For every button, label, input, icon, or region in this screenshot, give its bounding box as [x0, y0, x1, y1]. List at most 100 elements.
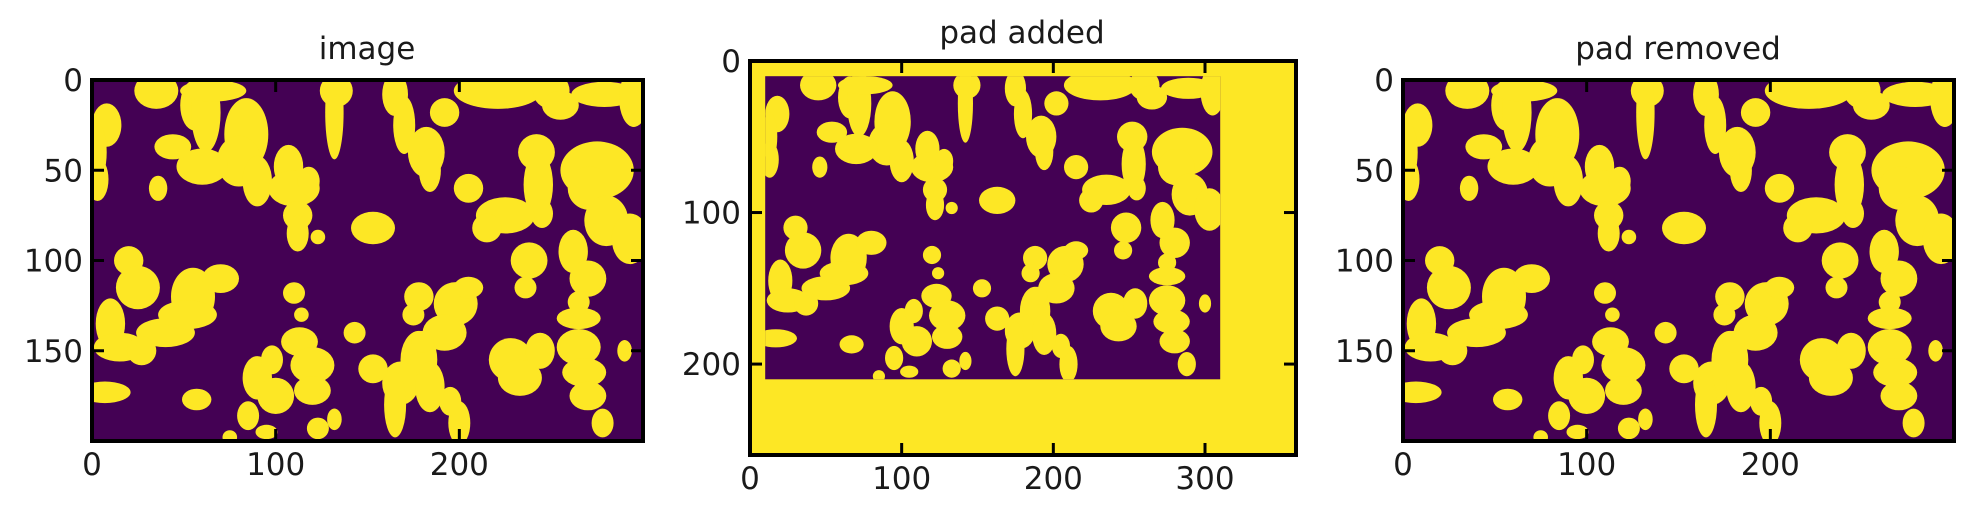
- heatmap-blob: [290, 347, 335, 384]
- y-tick-label: 0: [63, 63, 83, 99]
- panel-image: image: [90, 31, 645, 443]
- heatmap-blob: [816, 121, 848, 143]
- heatmap-blob: [1110, 212, 1142, 243]
- heatmap-blob: [1426, 265, 1471, 310]
- heatmap-blob: [901, 326, 932, 357]
- heatmap-blob: [1825, 276, 1848, 299]
- heatmap-area: [1403, 80, 1954, 441]
- heatmap-blob: [985, 306, 1010, 331]
- heatmap-blob: [1928, 340, 1943, 362]
- heatmap-blobs: [765, 76, 1221, 380]
- heatmap-blob: [1662, 211, 1706, 245]
- heatmap-blob: [1487, 148, 1539, 185]
- heatmap-blob: [1469, 300, 1528, 330]
- heatmap-blob: [294, 307, 309, 322]
- heatmap-blob: [1704, 96, 1727, 154]
- x-tick-label: 0: [740, 461, 760, 497]
- y-tick-label: 200: [682, 347, 741, 383]
- heatmap-blob: [1013, 89, 1033, 139]
- heatmap-blob: [812, 156, 828, 178]
- heatmap-blob: [1729, 148, 1752, 192]
- heatmap-blob: [1023, 245, 1048, 271]
- heatmap-blob: [257, 377, 295, 414]
- heatmap-blob: [1159, 227, 1190, 258]
- heatmap-blob: [922, 245, 942, 265]
- heatmap-blob: [439, 386, 462, 416]
- heatmap-blob: [415, 361, 445, 413]
- heatmap-blob: [904, 298, 923, 324]
- heatmap-blob: [1200, 76, 1221, 116]
- heatmap-blob: [1100, 311, 1137, 342]
- heatmap-blob: [1079, 188, 1104, 213]
- heatmap-blob: [932, 267, 945, 280]
- heatmap-blob: [1572, 345, 1594, 375]
- heatmap-blob: [180, 80, 247, 102]
- heatmap-blob: [525, 332, 555, 369]
- panel-pad-added: pad added: [748, 15, 1298, 457]
- heatmap-blob: [1669, 354, 1699, 384]
- heatmap-blob: [1148, 285, 1186, 316]
- heatmap-blob: [1867, 307, 1912, 330]
- heatmap-blob: [222, 430, 238, 441]
- heatmap-blob: [1021, 264, 1040, 283]
- heatmap-blob: [134, 80, 179, 109]
- panel-title: image: [319, 31, 416, 67]
- heatmap-blob: [567, 291, 590, 313]
- heatmap-blob: [283, 282, 305, 304]
- heatmap-blob: [358, 354, 388, 384]
- heatmap-blob: [1621, 229, 1637, 245]
- x-tick-label: 0: [1393, 447, 1413, 483]
- heatmap-area: [92, 80, 643, 441]
- heatmap-blob: [1638, 408, 1653, 431]
- heatmap-blob: [1114, 241, 1133, 260]
- heatmap-blob: [1750, 386, 1773, 416]
- heatmap-blob: [1459, 175, 1479, 201]
- heatmap-area: [750, 61, 1296, 455]
- heatmap-blob: [1153, 309, 1190, 334]
- heatmap-blob: [1198, 294, 1212, 313]
- heatmap-blob: [531, 199, 553, 229]
- heatmap-blob: [1491, 80, 1558, 102]
- heatmap-blob: [514, 276, 537, 299]
- heatmap-blob: [297, 166, 320, 196]
- heatmap-blob: [453, 80, 542, 109]
- heatmap-blob: [92, 381, 131, 404]
- heatmap-blob: [306, 417, 329, 440]
- heatmap-blob: [872, 370, 885, 380]
- heatmap-blob: [404, 282, 434, 311]
- heatmap-blob: [1880, 260, 1918, 297]
- heatmap-blob: [569, 381, 607, 411]
- heatmap-blob: [611, 213, 643, 265]
- heatmap-blob: [1006, 321, 1025, 377]
- heatmap-blob: [1148, 267, 1186, 286]
- heatmap-blob: [453, 173, 484, 203]
- heatmap-blob: [1608, 166, 1631, 196]
- heatmap-blob: [617, 340, 632, 362]
- heatmap-blob: [148, 175, 168, 201]
- heatmap-blob: [1548, 401, 1571, 431]
- heatmap-blob: [925, 189, 945, 221]
- heatmap-blob: [885, 345, 904, 371]
- heatmap-blob: [1722, 330, 1745, 353]
- heatmap-blob: [237, 401, 260, 431]
- heatmap-blob: [1568, 377, 1606, 414]
- heatmap-blob: [325, 80, 344, 160]
- heatmap-blob: [591, 408, 614, 438]
- y-tick-label: 0: [1374, 63, 1394, 99]
- heatmap-blob: [429, 98, 460, 127]
- y-tick-label: 50: [44, 153, 83, 189]
- heatmap-blob: [182, 388, 212, 411]
- heatmap-blob: [929, 300, 966, 331]
- heatmap-blob: [310, 229, 326, 245]
- heatmap-blob: [856, 230, 887, 255]
- heatmap-blob: [1594, 282, 1616, 304]
- heatmap-blob: [957, 76, 973, 143]
- heatmap-blob: [1930, 80, 1954, 127]
- heatmap-blob: [838, 76, 893, 95]
- heatmap-blob: [1136, 85, 1168, 110]
- heatmap-blob: [542, 90, 579, 120]
- plot-frame: [1401, 78, 1956, 443]
- heatmap-blob: [935, 148, 954, 174]
- heatmap-blob: [1695, 372, 1717, 438]
- heatmap-blob: [1902, 408, 1925, 438]
